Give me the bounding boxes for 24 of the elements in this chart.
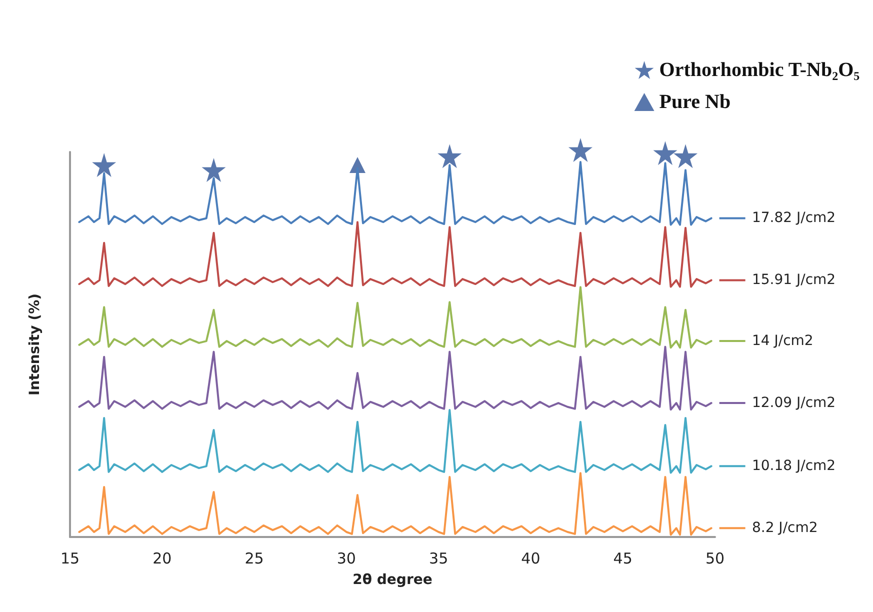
point [202, 158, 226, 182]
point [92, 153, 116, 178]
x-tick-label: 50 [705, 550, 725, 568]
x-axis-title: 2θ degree [352, 572, 432, 588]
point [438, 144, 462, 168]
x-tick-label: 15 [60, 550, 80, 568]
point [568, 138, 592, 162]
legend-label: 10.18 J/cm2 [752, 458, 836, 474]
x-tick-label: 45 [613, 550, 632, 568]
legend-label: 17.82 J/cm2 [752, 210, 836, 226]
point [653, 141, 678, 166]
x-tick-label: 35 [429, 550, 448, 568]
x-tick-label: 40 [521, 550, 540, 568]
legend-label: 14 J/cm2 [752, 333, 814, 350]
legend-label: Orthorhombic T-Nb₂O₅ [659, 59, 860, 81]
y-axis-title: Intensity (%) [27, 294, 43, 396]
legend-label: 8.2 J/cm2 [752, 520, 818, 536]
x-tick-label: 20 [152, 550, 172, 568]
x-tick-label: 25 [244, 550, 264, 568]
legend-label: 15.91 J/cm2 [752, 272, 836, 288]
x-tick-label: 30 [336, 550, 356, 568]
legend-label: 12.09 J/cm2 [752, 395, 836, 412]
point [674, 144, 698, 168]
legend-label: Pure Nb [659, 91, 731, 113]
